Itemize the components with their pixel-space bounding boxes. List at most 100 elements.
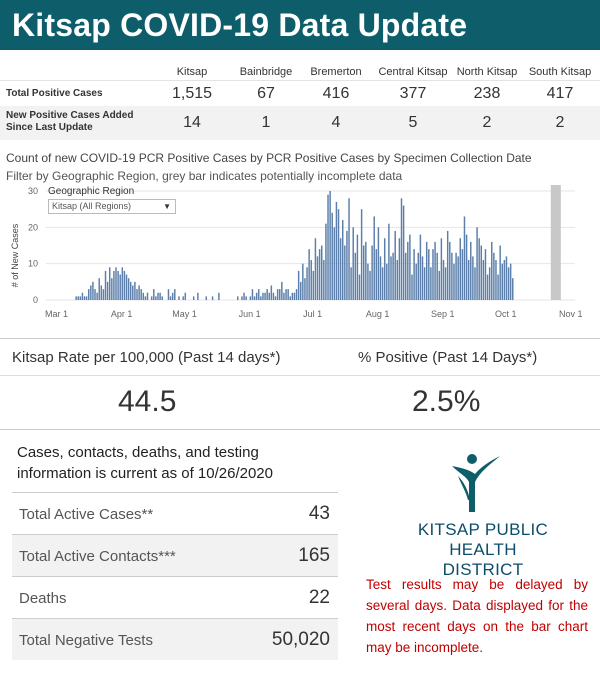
bar [279,289,281,300]
bar [251,289,254,300]
chevron-down-icon: ▼ [163,202,171,211]
bar [392,252,394,300]
brand-line: HEALTH DISTRICT [442,540,524,579]
bar [501,263,503,300]
cell-value: 5 [408,114,418,131]
x-tick-label: Aug 1 [366,309,390,319]
bar [356,234,359,300]
x-tick-label: Sep 1 [431,309,455,319]
cell-value: 377 [399,85,427,102]
x-tick-label: Jul 1 [303,309,322,319]
bar [297,270,300,300]
bar [438,270,441,300]
bar [262,292,264,300]
bar [335,201,338,300]
bar [486,274,489,300]
bar [478,238,480,300]
bar [505,256,508,300]
bar [285,289,287,300]
y-tick-label: 30 [28,186,38,196]
bar [396,260,399,300]
bar [98,278,100,300]
bar [436,252,438,300]
bar [146,292,149,300]
bar [316,256,319,300]
bar [174,289,176,300]
bar [512,278,514,300]
bar [461,249,464,300]
stat-value: 22 [308,587,330,608]
bar [138,285,140,300]
row-label-line: New Positive Cases Added [6,110,134,121]
bar [121,267,124,300]
bar [293,292,296,300]
bar [354,252,357,300]
column-header: Central Kitsap [378,66,448,78]
bar [371,245,373,300]
bar [497,274,499,300]
bar [287,289,289,300]
bar [341,220,344,300]
bar [428,249,430,300]
bar [304,278,306,300]
bar [493,252,495,300]
bar [480,245,483,300]
geographic-region-select[interactable]: Kitsap (All Regions) ▼ [48,199,176,214]
kphd-logo-icon [452,454,500,512]
bar [411,274,413,300]
page-header: Kitsap COVID-19 Data Update [0,0,600,50]
bar [323,260,325,300]
bar [142,292,145,300]
bar [444,267,447,300]
bar [308,249,310,300]
bar [144,296,147,300]
bar [482,260,485,300]
cell-value: 4 [331,114,341,131]
bar [463,216,466,300]
bar [127,278,130,300]
column-header: Kitsap [176,66,208,78]
bar [467,260,470,300]
bar [295,289,298,300]
bar [253,296,256,300]
bar [346,230,348,300]
bar [491,241,493,300]
bar [310,260,312,300]
bar [205,296,208,300]
bar [339,238,342,300]
bar [115,267,117,300]
bar [136,289,138,300]
y-axis-label: # of New Cases [10,223,20,287]
bar [258,289,260,300]
cell-value: 2 [555,114,565,131]
bar [375,249,378,300]
bar [379,256,382,300]
bar [237,296,239,300]
bar [421,256,424,300]
chart-subtitle: Filter by Geographic Region, grey bar in… [6,169,403,183]
bar [161,296,163,300]
positivity-value: 2.5% [412,385,481,418]
bar [333,227,336,300]
bar [455,252,457,300]
bar [509,263,512,300]
stat-value: 50,020 [271,629,330,650]
bar [211,296,214,300]
bar [394,230,396,300]
bar [289,296,291,300]
stat-value: 43 [308,503,330,524]
bar [83,296,86,300]
bar [459,238,462,300]
stat-row: Total Negative Tests 50,020 [12,618,338,660]
bar [367,263,369,300]
bar [329,191,331,300]
info-note-line: information is current as of 10/26/2020 [17,465,273,482]
bar [218,292,220,300]
bar [325,223,327,300]
stat-row: Deaths 22 [12,576,338,618]
column-header: Bremerton [310,66,362,78]
bar [306,267,308,300]
bar [270,285,273,300]
row-label: Total Positive Cases [6,88,103,99]
bar [432,249,434,300]
